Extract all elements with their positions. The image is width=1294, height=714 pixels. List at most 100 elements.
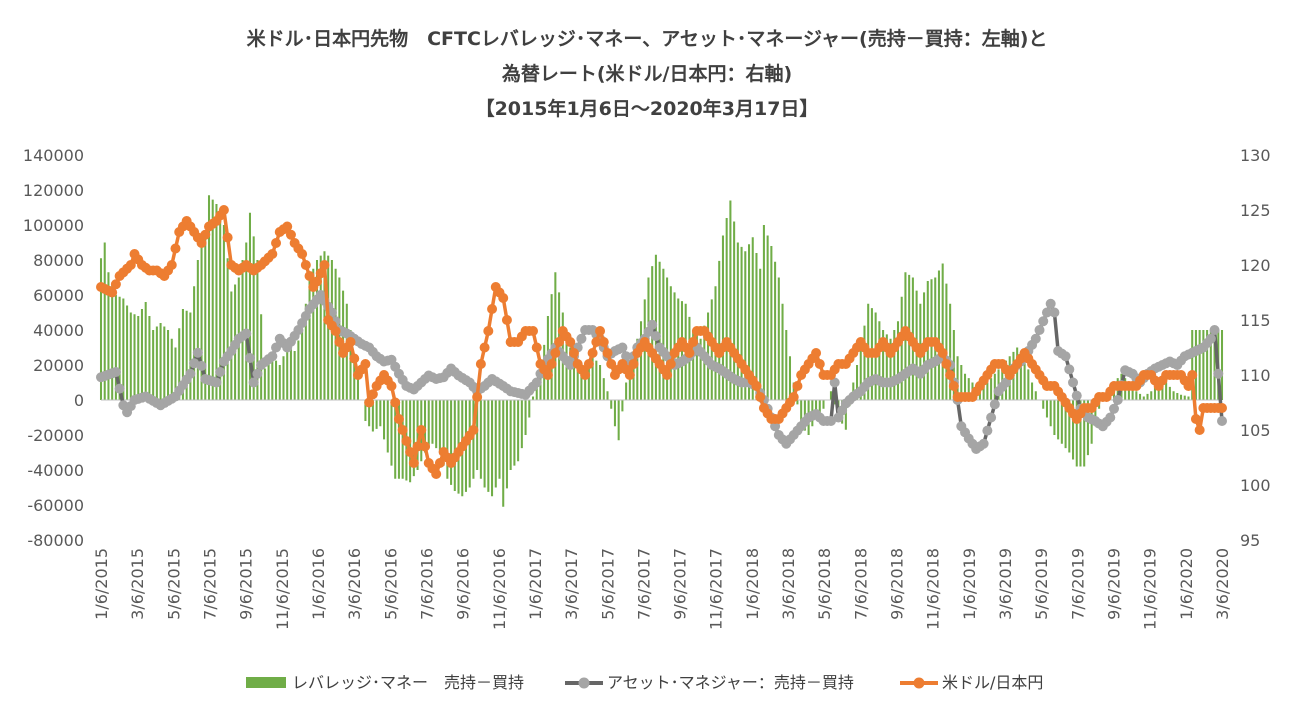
bar [1161,382,1164,400]
point [811,348,822,358]
bar [964,373,967,400]
bar [1172,391,1175,400]
point [606,359,617,369]
bar [572,356,576,400]
x-tick-label: 3/6/2017 [562,548,581,620]
x-tick-label: 3/6/2020 [1213,548,1232,620]
point [587,348,598,358]
x-tick-label: 11/6/2018 [924,548,943,630]
y-left-tick-label: 0 [74,391,84,410]
point [107,287,118,298]
point [1064,364,1075,375]
bar [263,368,266,400]
x-tick-label: 1/6/2018 [743,548,762,620]
point [282,221,293,232]
point [941,359,952,369]
point [334,337,345,347]
point [755,392,766,402]
bar [256,260,259,400]
bar [900,296,903,400]
point [554,337,565,347]
bar [148,316,151,400]
bar [442,400,445,466]
x-tick-label: 5/6/2019 [1032,548,1051,620]
point [1217,403,1227,413]
point [568,348,579,358]
legend-swatch-leverage-money [246,677,286,688]
y-left-tick-label: 120000 [23,181,84,200]
bar [539,373,542,400]
bar [1064,400,1067,449]
point [591,337,602,347]
point [472,392,483,402]
bar [487,400,490,492]
bar [196,260,199,400]
x-tick-label: 9/6/2015 [237,548,256,620]
x-tick-label: 1/6/2020 [1177,548,1196,620]
point [431,469,442,479]
bar [1131,386,1134,401]
bar [1153,386,1156,401]
y-axis-right: 95 100 105 110 115 120 125 130 [1240,146,1271,550]
bar [152,330,155,400]
x-tick-label: 11/6/2015 [273,548,292,630]
point [408,458,419,468]
bar [386,400,389,453]
point [1105,412,1116,423]
bar [770,246,773,400]
bar [435,400,438,449]
bar [1206,330,1209,400]
bar [517,400,520,462]
bar [1146,393,1149,401]
bar [729,200,732,400]
bar [781,303,784,400]
bar [1079,400,1082,467]
bar [1198,330,1201,400]
point [528,326,539,336]
legend-label-leverage-money: レバレッジ･マネー 売持－買持 [292,673,524,692]
point [196,238,207,248]
bar [569,347,572,400]
point [434,458,445,468]
legend-swatch-usdjpy [900,677,938,689]
bar [896,321,900,400]
bar [1049,400,1052,427]
point [621,351,632,362]
bar [718,260,721,401]
y-left-tick-label: 80000 [33,251,84,270]
point [1071,390,1082,401]
bar [308,277,311,400]
bar [375,400,378,429]
bar [815,400,818,418]
point [345,337,356,347]
bar [587,365,590,400]
bar [245,242,248,400]
point [244,353,255,363]
bar [301,330,304,400]
bar [185,310,188,400]
chart-title-line-2: 為替レート(米ドル/日本円：右軸) [502,62,792,85]
x-tick-label: 5/6/2016 [381,548,400,620]
point [576,333,587,344]
point [1209,325,1220,335]
bar [844,400,847,430]
bar [889,338,892,400]
bar [1194,330,1197,400]
bar [111,283,114,401]
bar [531,396,535,400]
bar [349,330,352,400]
point [1068,377,1079,388]
bar [759,268,762,400]
y-left-tick-label: 40000 [33,321,84,340]
chart-title-line-3: 【2015年1月6日～2020年3月17日】 [476,97,819,120]
point [542,370,553,380]
point [1030,333,1041,344]
point [684,348,695,358]
bar [524,400,527,435]
bar [792,382,795,400]
bar [390,400,393,466]
bar [267,362,270,401]
legend-label-usdjpy: 米ドル/日本円 [942,673,1043,692]
bar [785,330,788,400]
bar [602,378,605,401]
